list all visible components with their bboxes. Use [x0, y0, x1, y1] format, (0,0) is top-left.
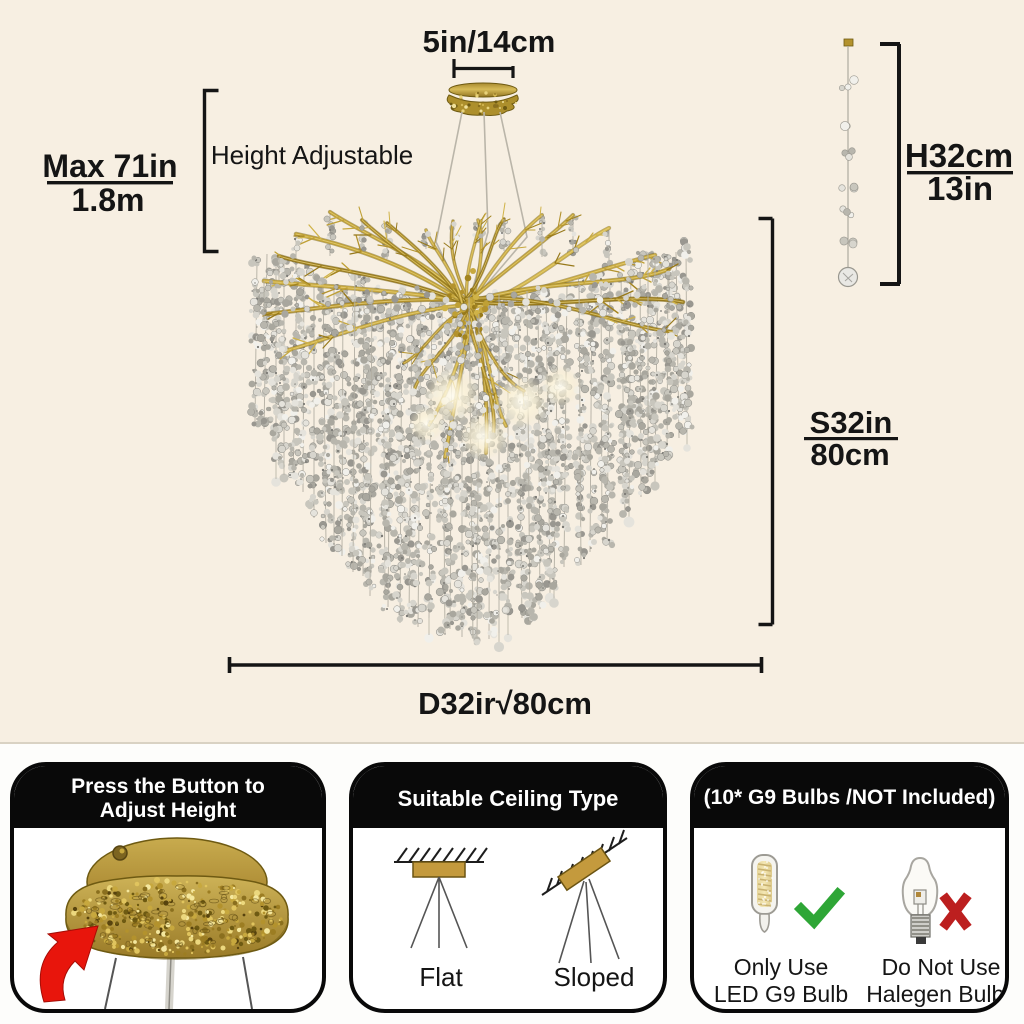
svg-text:5in/14cm: 5in/14cm: [423, 24, 556, 59]
svg-text:H32cm: H32cm: [905, 137, 1013, 174]
svg-text:1.8m: 1.8m: [72, 182, 145, 218]
svg-text:Height Adjustable: Height Adjustable: [211, 140, 413, 170]
svg-text:13in: 13in: [927, 170, 993, 207]
svg-text:D32ir√80cm: D32ir√80cm: [418, 686, 592, 721]
svg-text:80cm: 80cm: [810, 437, 889, 472]
svg-text:S32in: S32in: [810, 405, 893, 440]
svg-text:Max 71in: Max 71in: [42, 148, 177, 184]
